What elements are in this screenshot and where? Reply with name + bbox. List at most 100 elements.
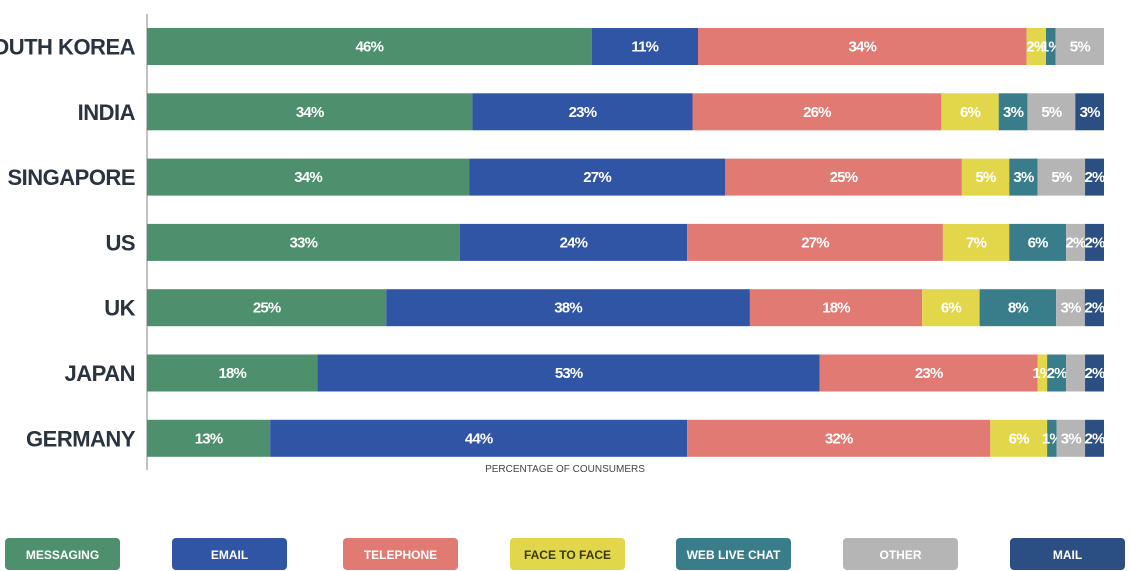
data-label-germany-other: 3% <box>1061 430 1082 447</box>
bar-japan-telephone <box>819 354 1038 392</box>
legend-label-email: EMAIL <box>211 548 248 562</box>
bar-india-face-to-face <box>941 93 999 131</box>
bar-south-korea-email <box>591 28 698 65</box>
bar-india-telephone <box>692 93 942 131</box>
bar-germany-other <box>1056 419 1086 457</box>
bar-us-other <box>1066 223 1086 261</box>
bar-uk-mail <box>1084 289 1104 327</box>
data-label-singapore-face-to-face: 5% <box>976 169 997 186</box>
legend: MESSAGING EMAIL TELEPHONE FACE TO FACE WEB L… <box>5 538 1125 570</box>
bar-south-korea-other <box>1055 28 1104 65</box>
bar-japan-face-to-face <box>1037 354 1048 392</box>
category-label-japan: JAPAN <box>65 361 135 386</box>
bar-japan-mail <box>1085 354 1104 392</box>
data-label-india-telephone: 26% <box>803 104 831 121</box>
category-label-singapore: SINGAPORE <box>7 165 135 190</box>
data-label-india-messaging: 34% <box>296 104 324 121</box>
data-label-us-mail: 2% <box>1084 234 1105 251</box>
bar-uk-telephone <box>749 289 923 327</box>
bar-india-email <box>472 93 693 131</box>
data-label-us-web-live-chat: 6% <box>1028 234 1049 251</box>
data-label-south-korea-face-to-face: 2% <box>1026 39 1047 56</box>
data-label-india-email: 23% <box>569 104 597 121</box>
data-label-japan-email: 53% <box>555 365 583 382</box>
data-label-germany-mail: 2% <box>1084 430 1105 447</box>
data-label-us-telephone: 27% <box>801 234 829 251</box>
bar-india-messaging <box>147 93 473 131</box>
legend-label-telephone: TELEPHONE <box>364 548 437 562</box>
data-label-singapore-other: 5% <box>1051 169 1072 186</box>
bar-singapore-telephone <box>724 158 962 196</box>
data-label-uk-face-to-face: 6% <box>941 300 962 317</box>
data-label-south-korea-messaging: 46% <box>356 39 384 56</box>
category-labels: SOUTH KOREA INDIA SINGAPORE US UK JAPAN GERMAN… <box>0 35 136 452</box>
bar-uk-other <box>1056 289 1085 327</box>
bar-us-mail <box>1085 223 1104 261</box>
data-label-uk-telephone: 18% <box>822 300 850 317</box>
legend-swatch-web-live-chat <box>676 538 791 570</box>
bar-us-face-to-face <box>942 223 1010 261</box>
legend-label-messaging: MESSAGING <box>26 548 99 562</box>
bar-singapore-email <box>469 158 725 196</box>
legend-label-other: OTHER <box>880 548 922 562</box>
data-label-singapore-web-live-chat: 3% <box>1013 169 1034 186</box>
data-label-singapore-telephone: 25% <box>830 169 858 186</box>
category-label-india: INDIA <box>78 100 136 125</box>
data-label-japan-web-live-chat: 2% <box>1047 365 1068 382</box>
bar-us-messaging <box>147 223 460 261</box>
bar-germany-mail <box>1085 419 1104 457</box>
category-label-south-korea: SOUTH KOREA <box>0 35 136 60</box>
data-label-singapore-messaging: 34% <box>294 169 322 186</box>
x-axis-label: PERCENTAGE OF COUNSUMERS <box>485 464 645 475</box>
bar-japan-messaging <box>147 354 318 392</box>
bar-south-korea-telephone <box>698 28 1027 65</box>
data-label-south-korea-email: 11% <box>631 39 658 56</box>
bar-india-mail <box>1075 93 1104 131</box>
legend-label-face-to-face: FACE TO FACE <box>524 548 611 562</box>
bar-india-web-live-chat <box>998 93 1028 131</box>
data-label-us-other: 2% <box>1066 234 1087 251</box>
bar-india-other <box>1027 93 1076 131</box>
bar-us-web-live-chat <box>1009 223 1067 261</box>
data-label-india-other: 5% <box>1041 104 1062 121</box>
data-label-germany-email: 44% <box>465 430 493 447</box>
bars: 46% 11% 34% 2%1% 5%34% 23% 26% 6% 3% 5% 3%34% 27% 25… <box>147 28 1106 457</box>
data-label-uk-other: 3% <box>1060 300 1081 317</box>
bar-singapore-mail <box>1085 158 1104 196</box>
data-label-india-mail: 3% <box>1080 104 1101 121</box>
bar-uk-messaging <box>147 289 387 327</box>
bar-japan-email <box>317 354 820 392</box>
bar-uk-face-to-face <box>922 289 980 327</box>
data-label-germany-telephone: 32% <box>825 430 853 447</box>
legend-label-mail: MAIL <box>1053 548 1082 562</box>
bar-germany-email <box>270 419 688 457</box>
data-label-singapore-mail: 2% <box>1084 169 1105 186</box>
bar-uk-web-live-chat <box>979 289 1057 327</box>
bar-germany-telephone <box>687 419 991 457</box>
data-label-india-face-to-face: 6% <box>960 104 981 121</box>
bar-singapore-web-live-chat <box>1009 158 1038 196</box>
bar-germany-web-live-chat <box>1047 419 1057 457</box>
data-label-singapore-email: 27% <box>583 169 611 186</box>
data-label-south-korea-telephone: 34% <box>849 39 877 56</box>
legend-swatch-face-to-face <box>510 538 625 570</box>
bar-us-email <box>459 223 688 261</box>
data-label-japan-mail: 2% <box>1084 365 1105 382</box>
data-label-uk-web-live-chat: 8% <box>1008 300 1029 317</box>
bar-south-korea-messaging <box>147 28 592 65</box>
data-label-uk-mail: 2% <box>1084 300 1105 317</box>
data-label-us-messaging: 33% <box>290 234 318 251</box>
bar-singapore-messaging <box>147 158 470 196</box>
data-label-japan-messaging: 18% <box>218 365 246 382</box>
bar-uk-email <box>386 289 750 327</box>
bar-south-korea-face-to-face <box>1026 28 1046 65</box>
category-label-us: US <box>105 230 135 255</box>
data-label-us-email: 24% <box>560 234 588 251</box>
legend-swatch-mail <box>1010 538 1125 570</box>
data-label-uk-email: 38% <box>554 300 582 317</box>
legend-swatch-telephone <box>343 538 458 570</box>
bar-south-korea-web-live-chat <box>1046 28 1056 65</box>
bar-germany-face-to-face <box>990 419 1048 457</box>
legend-swatch-messaging <box>5 538 120 570</box>
